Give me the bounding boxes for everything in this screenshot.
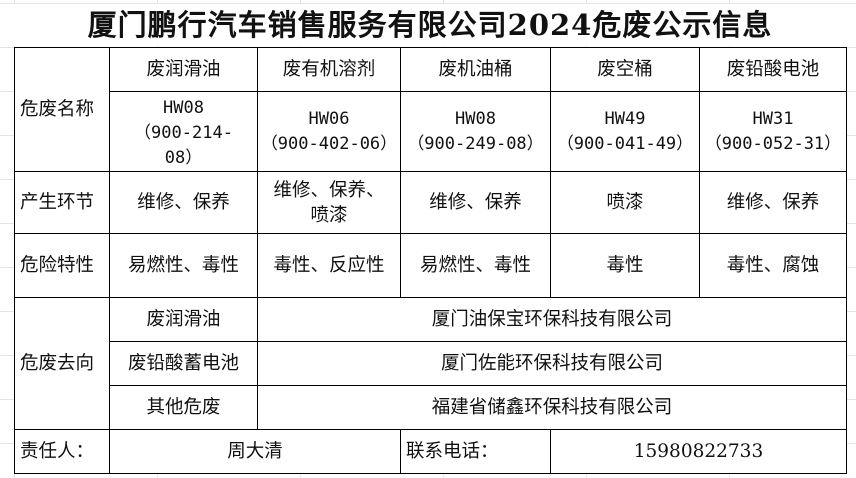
waste-name[interactable]: 废润滑油 xyxy=(109,47,258,92)
hazard-cell[interactable]: 易燃性、毒性 xyxy=(400,233,551,298)
person-in-charge[interactable]: 周大清 xyxy=(109,429,401,474)
waste-code-row: HW08 （900-214-08） HW06 （900-402-06） HW08 （9… xyxy=(15,91,847,172)
waste-code: HW49 xyxy=(604,108,646,129)
waste-code: HW08 xyxy=(163,98,204,118)
destination-company[interactable]: 厦门油保宝环保科技有限公司 xyxy=(257,297,847,342)
destination-label: 危废去向 xyxy=(14,297,110,430)
waste-subcode: （900-052-31） xyxy=(704,133,842,154)
destination-waste[interactable]: 废铅酸蓄电池 xyxy=(109,341,258,386)
stage-cell[interactable]: 维修、保养 xyxy=(400,171,551,234)
destination-waste[interactable]: 废润滑油 xyxy=(109,297,258,342)
waste-subcode: （900-249-08） xyxy=(407,133,544,154)
hazard-cell[interactable]: 毒性、腐蚀 xyxy=(699,233,847,298)
stage-label: 产生环节 xyxy=(14,171,110,234)
hazard-cell[interactable]: 易燃性、毒性 xyxy=(109,233,258,298)
contact-phone[interactable]: 15980822733 xyxy=(550,429,847,474)
footer-row: 责任人： 周大清 联系电话： 15980822733 xyxy=(14,429,847,474)
destination-waste[interactable]: 其他危废 xyxy=(109,385,258,430)
waste-subcode: （900-214-08） xyxy=(134,123,233,168)
destination-row: 危废去向 废润滑油 厦门油保宝环保科技有限公司 xyxy=(14,297,847,430)
destination-company[interactable]: 福建省储鑫环保科技有限公司 xyxy=(257,385,847,430)
waste-name[interactable]: 废机油桶 xyxy=(400,47,551,92)
hazardous-waste-table: 危废名称 废润滑油 废有机溶剂 废机油桶 废空桶 废铅酸电池 HW08 （900-… xyxy=(14,47,847,474)
stage-cell[interactable]: 维修、保养 xyxy=(109,171,258,234)
waste-subcode: （900-402-06） xyxy=(260,133,398,154)
waste-code-cell[interactable]: HW08 （900-214-08） xyxy=(109,91,258,172)
destination-row: 废铅酸蓄电池 厦门佐能环保科技有限公司 xyxy=(15,341,847,386)
waste-name[interactable]: 废铅酸电池 xyxy=(699,47,847,92)
waste-code-cell[interactable]: HW08 （900-249-08） xyxy=(400,91,551,172)
waste-code: HW06 xyxy=(308,108,350,129)
person-label: 责任人： xyxy=(14,429,110,474)
hazard-row: 危险特性 易燃性、毒性 毒性、反应性 易燃性、毒性 毒性 毒性、腐蚀 xyxy=(14,233,847,298)
hazard-label: 危险特性 xyxy=(14,233,110,298)
stage-cell[interactable]: 维修、保养 xyxy=(699,171,847,234)
waste-code-cell[interactable]: HW31 （900-052-31） xyxy=(699,91,847,172)
waste-code: HW31 xyxy=(752,108,794,129)
waste-code-cell[interactable]: HW49 （900-041-49） xyxy=(550,91,700,172)
waste-code: HW08 xyxy=(455,108,496,129)
hazard-cell[interactable]: 毒性 xyxy=(550,233,700,298)
waste-name-row: 危废名称 废润滑油 废有机溶剂 废机油桶 废空桶 废铅酸电池 xyxy=(14,47,847,172)
waste-name[interactable]: 废有机溶剂 xyxy=(257,47,401,92)
waste-code-cell[interactable]: HW06 （900-402-06） xyxy=(257,91,401,172)
destination-row: 其他危废 福建省储鑫环保科技有限公司 xyxy=(15,385,847,430)
waste-name-label: 危废名称 xyxy=(14,47,110,172)
page-title: 厦门鹏行汽车销售服务有限公司2024危废公示信息 xyxy=(14,4,846,46)
waste-subcode: （900-041-49） xyxy=(556,133,694,154)
waste-name[interactable]: 废空桶 xyxy=(550,47,700,92)
destination-company[interactable]: 厦门佐能环保科技有限公司 xyxy=(257,341,847,386)
stage-row: 产生环节 维修、保养 维修、保养、喷漆 维修、保养 喷漆 维修、保养 xyxy=(14,171,847,234)
stage-cell[interactable]: 维修、保养、喷漆 xyxy=(257,171,401,234)
phone-label: 联系电话： xyxy=(400,429,551,474)
stage-cell[interactable]: 喷漆 xyxy=(550,171,700,234)
hazard-cell[interactable]: 毒性、反应性 xyxy=(257,233,401,298)
